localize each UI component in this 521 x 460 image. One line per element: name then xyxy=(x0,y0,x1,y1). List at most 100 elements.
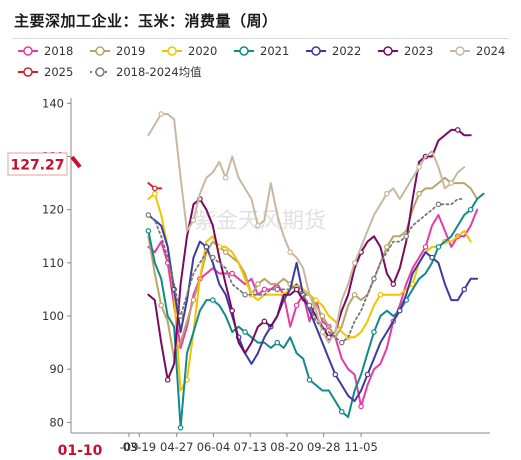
legend-label: 2022 xyxy=(332,44,361,58)
current-value-callout: 127.27 xyxy=(7,152,82,176)
legend-item-2025[interactable]: 2025 xyxy=(18,65,73,79)
series-point xyxy=(384,190,390,197)
series-point xyxy=(190,297,197,303)
series-point xyxy=(429,254,435,261)
series-point xyxy=(255,222,261,229)
series-point xyxy=(293,302,300,309)
series-point xyxy=(403,233,410,240)
series-point xyxy=(377,291,384,298)
series-point xyxy=(416,190,422,197)
series-point xyxy=(313,297,319,303)
title-divider xyxy=(12,38,509,39)
x-tick-label: 04-27 xyxy=(160,440,193,454)
series-point xyxy=(152,190,158,197)
series-point xyxy=(416,164,422,170)
series-point xyxy=(255,281,261,287)
legend-swatch-marker xyxy=(95,67,105,77)
legend-swatch-marker xyxy=(311,46,321,56)
legend-item-2022[interactable]: 2022 xyxy=(306,44,361,58)
x-tick-label: 09-28 xyxy=(307,440,340,454)
series-point xyxy=(371,329,377,335)
x-tick-label: 03-19 xyxy=(123,440,156,454)
series-point xyxy=(467,206,474,213)
series-point xyxy=(242,291,248,298)
series-2025 xyxy=(147,182,163,192)
series-point xyxy=(210,297,216,303)
series-line xyxy=(147,214,479,403)
series-point xyxy=(422,244,429,250)
series-point xyxy=(203,244,210,250)
series-point xyxy=(222,249,229,256)
current-value-label: 127.27 xyxy=(10,158,64,174)
chart-title: 主要深加工企业：玉米：消费量（周） xyxy=(14,12,278,30)
series-line xyxy=(147,128,472,381)
y-tick-label: 120 xyxy=(42,203,64,217)
series-point xyxy=(261,318,268,325)
series-point xyxy=(454,127,461,133)
series-2021 xyxy=(145,192,485,431)
watermark: 紫金天风期货 xyxy=(194,209,326,234)
legend-label: 2023 xyxy=(404,44,433,58)
legend-label: 2021 xyxy=(260,44,289,58)
x-tick-label: -09 xyxy=(120,440,139,454)
legend-label: 2018-2024均值 xyxy=(116,65,202,79)
series-point xyxy=(158,302,165,309)
legend-item-2018-2024均值[interactable]: 2018-2024均值 xyxy=(90,65,202,79)
legend-swatch-marker xyxy=(167,46,177,56)
legend-swatch-marker xyxy=(23,46,33,56)
series-point xyxy=(351,291,358,298)
series-point xyxy=(371,275,377,282)
legend-item-2020[interactable]: 2020 xyxy=(162,44,217,58)
series-point xyxy=(435,244,442,250)
series-point xyxy=(242,329,248,335)
start-date-label: 01-10 xyxy=(58,443,103,459)
legend-label: 2019 xyxy=(116,44,145,58)
legend-item-2018[interactable]: 2018 xyxy=(18,44,73,58)
y-tick-label: 110 xyxy=(42,256,64,270)
series-point xyxy=(145,212,152,218)
series-point xyxy=(229,307,235,314)
legend-item-2019[interactable]: 2019 xyxy=(90,44,145,58)
series-point xyxy=(435,201,442,208)
series-point xyxy=(287,249,293,256)
series-point xyxy=(152,185,158,192)
series-point xyxy=(364,371,371,378)
legend-label: 2020 xyxy=(188,44,217,58)
chart-lines xyxy=(145,111,485,431)
legend-item-2021[interactable]: 2021 xyxy=(234,44,289,58)
series-point xyxy=(319,313,326,319)
chart-legend[interactable]: 2018 2019 2020 2021 2022 2023 2024 2025 2018-202… xyxy=(18,44,505,79)
y-tick-label: 80 xyxy=(49,415,64,429)
series-2023 xyxy=(147,127,472,383)
series-point xyxy=(448,180,455,186)
series-point xyxy=(319,329,326,335)
series-point xyxy=(164,377,171,383)
series-line xyxy=(147,198,466,344)
legend-item-2023[interactable]: 2023 xyxy=(378,44,433,58)
legend-swatch-marker xyxy=(95,46,105,56)
series-point xyxy=(261,286,268,293)
x-tick-label: 06-04 xyxy=(197,440,230,454)
legend-swatch-marker xyxy=(455,46,465,56)
series-point xyxy=(332,371,339,378)
series-point xyxy=(384,244,390,250)
legend-swatch-marker xyxy=(239,46,249,56)
series-point xyxy=(306,302,313,309)
series-point xyxy=(177,313,184,319)
y-tick-label: 140 xyxy=(42,96,64,110)
series-point xyxy=(358,403,364,410)
y-tick-label: 100 xyxy=(42,309,64,323)
legend-item-2024[interactable]: 2024 xyxy=(450,44,505,58)
x-tick-label: 08-20 xyxy=(270,440,303,454)
series-point xyxy=(229,270,235,277)
series-point xyxy=(145,228,152,234)
legend-label: 2024 xyxy=(476,44,505,58)
series-point xyxy=(274,339,281,346)
series-point xyxy=(158,111,165,117)
series-2024 xyxy=(147,111,466,344)
x-tick-label: 11-05 xyxy=(344,440,377,454)
legend-swatch-marker xyxy=(383,46,393,56)
series-line xyxy=(147,208,479,408)
legend-label: 2025 xyxy=(44,65,73,79)
